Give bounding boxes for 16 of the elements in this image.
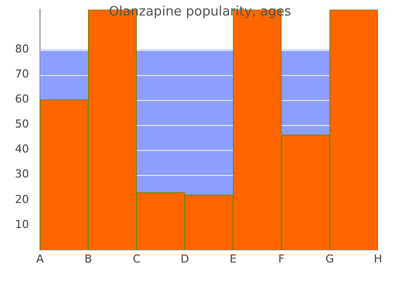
y-tick-label: 20 — [15, 192, 29, 206]
y-tick-label: 50 — [15, 118, 29, 131]
y-tick-label: 30 — [15, 168, 29, 181]
x-tick-label: B — [84, 252, 92, 266]
x-tick-label: A — [36, 252, 44, 266]
x-tick-label: G — [325, 252, 334, 266]
x-tick-label: F — [278, 252, 285, 266]
x-tick-label: D — [180, 252, 190, 266]
y-tick-label: 70 — [15, 68, 29, 81]
x-tick-label: C — [132, 252, 141, 266]
y-tick-label: 80 — [15, 42, 29, 56]
x-tick-label: E — [230, 252, 237, 266]
y-tick-label: 60 — [15, 92, 29, 106]
y-tick-label: 40 — [15, 142, 29, 156]
y-tick-label: 10 — [15, 218, 29, 231]
x-tick-label: H — [374, 252, 382, 266]
